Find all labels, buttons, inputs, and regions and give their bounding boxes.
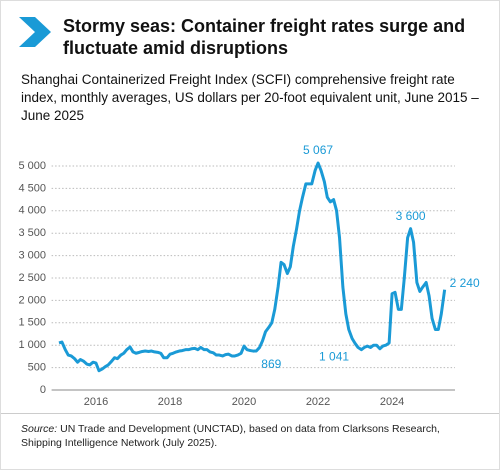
y-tick-label: 2 500	[18, 272, 46, 284]
x-tick-label: 2024	[380, 396, 404, 408]
x-tick-label: 2022	[306, 396, 330, 408]
y-tick-label: 1 500	[18, 317, 46, 329]
source-text: UN Trade and Development (UNCTAD), based…	[21, 423, 440, 449]
chart: 0 500 1 000 1 500 2 000 2 500 3 000 3 500 4 000 4…	[18, 143, 480, 408]
y-tick-label: 0	[40, 384, 46, 396]
data-line	[58, 161, 447, 373]
x-tick-label: 2018	[158, 396, 182, 408]
y-tick-label: 500	[28, 362, 46, 374]
data-label: 5 067	[303, 143, 333, 157]
y-tick-label: 4 500	[18, 182, 46, 194]
footer: Source: UN Trade and Development (UNCTAD…	[1, 413, 499, 458]
chevron-icon	[19, 17, 51, 47]
y-tick-label: 1 000	[18, 339, 46, 351]
data-label: 869	[261, 357, 281, 371]
y-tick-label: 3 000	[18, 250, 46, 262]
x-tick-label: 2020	[232, 396, 256, 408]
data-label: 3 600	[396, 209, 426, 223]
data-label: 1 041	[319, 350, 349, 364]
y-tick-label: 2 000	[18, 294, 46, 306]
y-tick-label: 4 000	[18, 205, 46, 217]
chart-title: Stormy seas: Container freight rates sur…	[63, 16, 466, 58]
y-tick-label: 3 500	[18, 227, 46, 239]
y-tick-label: 5 000	[18, 160, 46, 172]
data-label: 2 240	[450, 276, 480, 290]
source-label: Source:	[21, 423, 58, 435]
source: Source: UN Trade and Development (UNCTAD…	[21, 422, 479, 450]
x-tick-label: 2016	[84, 396, 108, 408]
chart-subtitle: Shanghai Containerized Freight Index (SC…	[21, 72, 479, 123]
